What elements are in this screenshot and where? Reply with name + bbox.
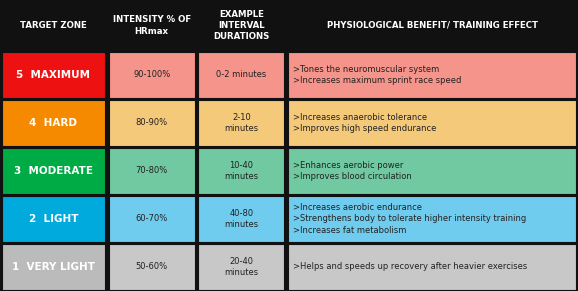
Bar [198,196,284,242]
Bar [288,244,576,290]
Text: 80-90%: 80-90% [136,118,168,127]
Bar [2,196,105,242]
Text: 3  MODERATE: 3 MODERATE [14,166,93,176]
Text: 50-60%: 50-60% [136,262,168,272]
Bar [288,1,576,50]
Text: 10-40
minutes: 10-40 minutes [224,161,258,181]
Bar [288,52,576,98]
Text: 5  MAXIMUM: 5 MAXIMUM [16,70,91,80]
Text: >Enhances aerobic power
>Improves blood circulation: >Enhances aerobic power >Improves blood … [293,161,412,181]
Bar [198,100,284,146]
Bar [288,100,576,146]
Text: 40-80
minutes: 40-80 minutes [224,209,258,229]
Bar [198,1,284,50]
Bar [2,244,105,290]
Text: 2-10
minutes: 2-10 minutes [224,113,258,133]
Text: INTENSITY % OF
HRmax: INTENSITY % OF HRmax [113,15,191,36]
Bar [2,148,105,194]
Text: 90-100%: 90-100% [133,70,171,79]
Text: 70-80%: 70-80% [136,166,168,175]
Bar [109,244,195,290]
Bar [198,148,284,194]
Bar [288,196,576,242]
Bar [288,148,576,194]
Text: >Increases anaerobic tolerance
>Improves high speed endurance: >Increases anaerobic tolerance >Improves… [293,113,436,133]
Text: 0-2 minutes: 0-2 minutes [216,70,266,79]
Bar [198,52,284,98]
Text: >Increases aerobic endurance
>Strengthens body to tolerate higher intensity trai: >Increases aerobic endurance >Strengthen… [293,203,527,235]
Text: 4  HARD: 4 HARD [29,118,77,128]
Text: 60-70%: 60-70% [136,214,168,223]
Text: >Tones the neuromuscular system
>Increases maximum sprint race speed: >Tones the neuromuscular system >Increas… [293,65,461,85]
Bar [2,1,105,50]
Text: 20-40
minutes: 20-40 minutes [224,257,258,277]
Bar [198,244,284,290]
Text: >Helps and speeds up recovery after heavier exercises: >Helps and speeds up recovery after heav… [293,262,527,272]
Text: PHYSIOLOGICAL BENEFIT/ TRAINING EFFECT: PHYSIOLOGICAL BENEFIT/ TRAINING EFFECT [327,21,538,30]
Bar [109,148,195,194]
Text: 2  LIGHT: 2 LIGHT [29,214,78,224]
Text: EXAMPLE
INTERVAL
DURATIONS: EXAMPLE INTERVAL DURATIONS [213,10,269,41]
Bar [109,100,195,146]
Bar [2,100,105,146]
Bar [109,196,195,242]
Text: 1  VERY LIGHT: 1 VERY LIGHT [12,262,95,272]
Bar [109,1,195,50]
Bar [109,52,195,98]
Text: TARGET ZONE: TARGET ZONE [20,21,87,30]
Bar [2,52,105,98]
